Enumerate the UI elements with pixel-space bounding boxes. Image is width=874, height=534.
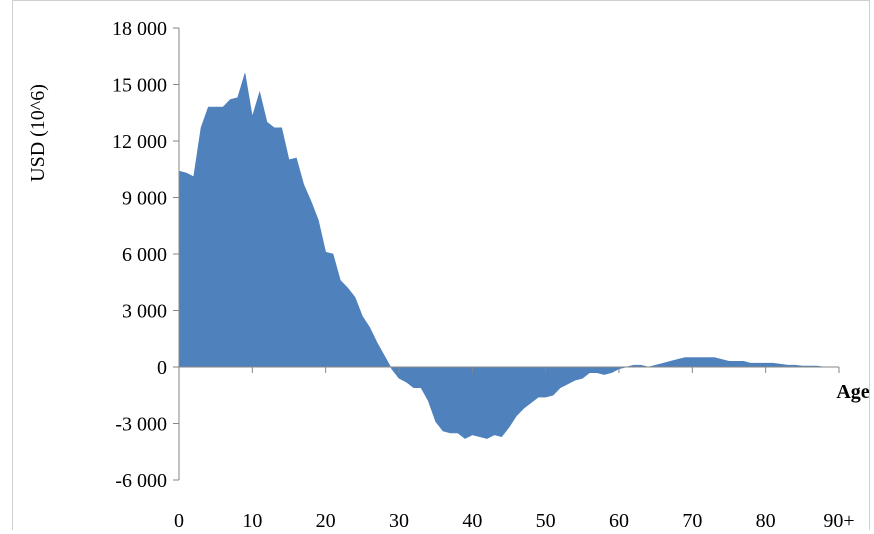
y-tick-label: 6 000: [122, 244, 167, 266]
axes: [173, 27, 840, 481]
y-tick-label: -6 000: [115, 470, 167, 492]
x-tick-label: 10: [242, 510, 262, 532]
y-tick-label: 15 000: [112, 75, 167, 97]
y-tick-label: 0: [157, 357, 167, 379]
chart-frame: [12, 0, 870, 530]
y-tick-label: 12 000: [112, 131, 167, 153]
x-tick-label: 40: [462, 510, 482, 532]
x-tick-label: 90+: [823, 510, 854, 532]
x-tick-label: 50: [536, 510, 556, 532]
y-tick-label: 18 000: [112, 18, 167, 40]
x-tick-label: 70: [682, 510, 702, 532]
y-axis-title: USD (10^6): [27, 84, 49, 182]
x-axis-title: Age: [836, 381, 869, 403]
y-tick-label: 3 000: [122, 301, 167, 323]
area-series-0: [178, 73, 839, 439]
x-tick-label: 80: [756, 510, 776, 532]
x-tick-label: 60: [609, 510, 629, 532]
x-tick-label: 30: [389, 510, 409, 532]
x-tick-label: 0: [174, 510, 184, 532]
y-tick-label: 9 000: [122, 188, 167, 210]
y-tick-label: -3 000: [115, 414, 167, 436]
tick-labels: -6 000 -3 000 0 3 000 6 000 9 000 12 000 15 000…: [112, 18, 855, 532]
plot-area: [178, 73, 839, 439]
x-tick-label: 20: [316, 510, 336, 532]
